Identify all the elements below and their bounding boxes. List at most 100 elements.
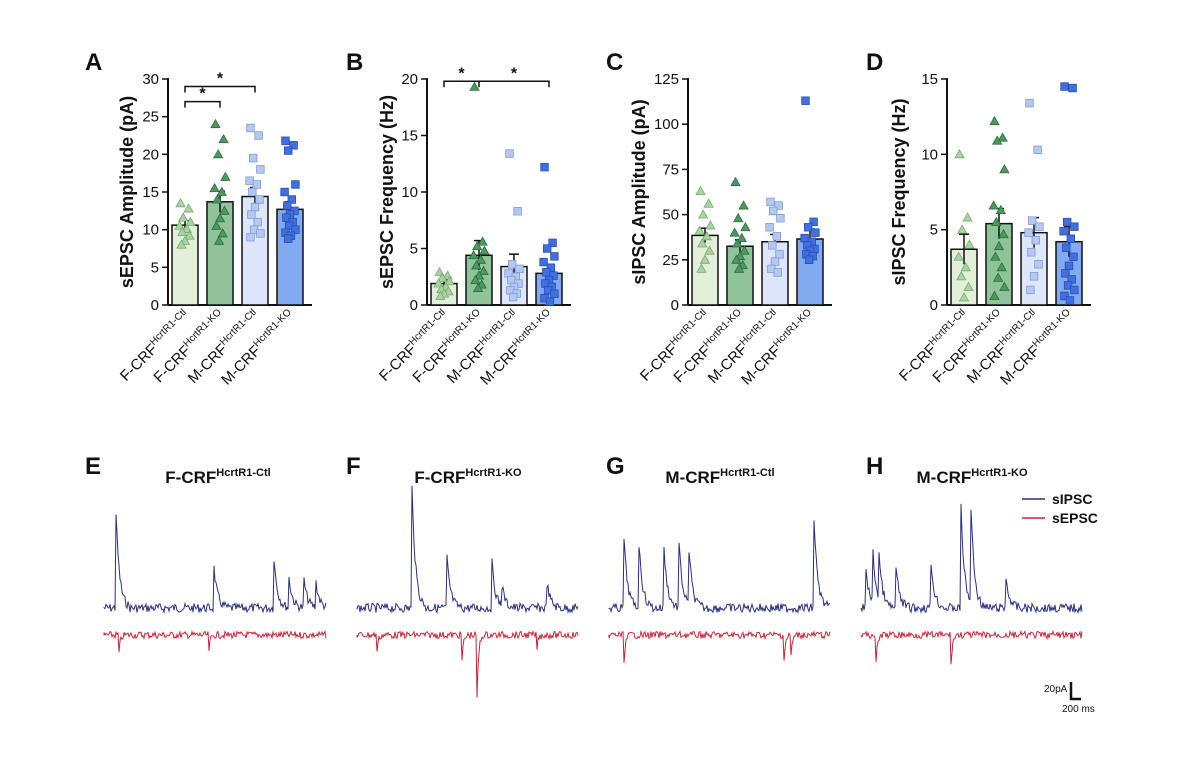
- data-point-square: [776, 214, 785, 223]
- data-point-triangle: [701, 230, 712, 241]
- data-point-triangle: [995, 204, 1006, 214]
- data-point-square: [804, 255, 814, 264]
- data-point-triangle: [738, 200, 749, 210]
- data-point-triangle: [699, 254, 711, 264]
- y-tick-label: 0: [671, 297, 679, 314]
- data-point-triangle: [217, 228, 228, 238]
- data-point-triangle: [998, 228, 1009, 239]
- data-point-square: [282, 213, 291, 222]
- data-point-triangle: [733, 263, 745, 273]
- data-point-square: [280, 187, 289, 197]
- scale-bar-time-label: 200 ms: [1062, 704, 1095, 715]
- y-tick-label: 100: [654, 116, 679, 133]
- data-point-square: [1060, 82, 1069, 91]
- scale-bar-lines: [1069, 682, 1081, 701]
- data-point-triangle: [991, 216, 1002, 227]
- data-point-triangle: [703, 198, 714, 208]
- sepsc-trace: [356, 630, 579, 698]
- data-point-square: [1070, 285, 1079, 295]
- data-point-square: [1069, 252, 1078, 261]
- significance-bracket: [443, 80, 550, 88]
- data-point-square: [256, 165, 265, 174]
- data-point-triangle: [956, 271, 967, 281]
- significance-bracket: [184, 100, 221, 108]
- data-point-square: [283, 234, 293, 243]
- data-point-triangle: [953, 251, 964, 261]
- significance-star: *: [217, 71, 224, 88]
- data-point-triangle: [988, 200, 999, 210]
- data-point-triangle: [437, 272, 448, 282]
- data-point-square: [801, 96, 810, 105]
- data-point-triangle: [740, 221, 751, 232]
- data-point-square: [252, 180, 261, 189]
- panel-letter-a: A: [85, 49, 102, 76]
- data-point-triangle: [435, 290, 446, 300]
- data-point-triangle: [472, 282, 484, 292]
- trace-title-superscript: HcrtR1-KO: [465, 467, 522, 479]
- data-point-square: [256, 229, 265, 238]
- trace-title: M-CRFHcrtR1-KO: [917, 467, 1028, 487]
- trace-panel: M-CRFHcrtR1-Ctl: [608, 467, 831, 663]
- legend: sIPSC sEPSC: [1022, 491, 1098, 526]
- data-point-square: [1065, 296, 1075, 305]
- panel-letter-c: C: [606, 49, 623, 76]
- data-point-square: [1035, 222, 1044, 231]
- data-point-triangle: [729, 227, 740, 237]
- scale-bar-amplitude-label: 20pA: [1044, 684, 1068, 695]
- data-point-triangle: [698, 209, 709, 219]
- y-tick-label: 10: [401, 184, 418, 201]
- trace-panel: F-CRFHcrtR1-Ctl: [103, 467, 327, 653]
- data-point-square: [765, 223, 774, 232]
- y-axis-label: sEPSC Amplitude (pA): [117, 96, 137, 288]
- data-point-triangle: [468, 249, 479, 260]
- legend-sipsc-label: sIPSC: [1052, 491, 1092, 507]
- data-point-triangle: [999, 281, 1010, 291]
- data-point-square: [254, 131, 263, 140]
- data-point-triangle: [176, 239, 187, 249]
- data-point-square: [1026, 285, 1035, 295]
- data-point-square: [1060, 291, 1069, 301]
- data-point-square: [543, 244, 552, 253]
- data-point-triangle: [993, 240, 1005, 251]
- y-tick-label: 50: [662, 207, 679, 224]
- y-tick-label: 75: [662, 161, 679, 178]
- category-label-superscript: HcrtR1-KO: [772, 307, 815, 350]
- data-point-square: [1062, 243, 1071, 252]
- data-point-square: [248, 153, 258, 163]
- data-point-square: [550, 252, 559, 261]
- significance-bracket: [184, 85, 256, 93]
- data-point-square: [766, 197, 775, 207]
- data-point-square: [1031, 236, 1040, 245]
- data-point-square: [253, 217, 262, 227]
- data-point-square: [1034, 260, 1043, 269]
- data-point-square: [287, 195, 296, 204]
- data-point-square: [770, 257, 780, 266]
- panel-letter-h: H: [866, 453, 883, 480]
- data-point-triangle: [183, 203, 194, 213]
- data-point-square: [291, 225, 300, 234]
- y-axis-label: sIPSC Amplitude (pA): [629, 99, 649, 284]
- data-point-square: [289, 141, 298, 150]
- category-label: M-CRFHcrtR1-KO: [476, 307, 558, 389]
- data-point-triangle: [696, 263, 707, 273]
- legend-sepsc-label: sEPSC: [1052, 510, 1098, 526]
- data-point-square: [1068, 83, 1077, 93]
- y-tick-label: 30: [142, 71, 159, 88]
- sipsc-trace: [860, 503, 1083, 615]
- data-point-square: [247, 210, 256, 219]
- data-point-square: [550, 289, 559, 298]
- data-point-square: [246, 123, 255, 133]
- data-point-triangle: [475, 254, 486, 264]
- data-point-square: [1029, 272, 1039, 281]
- data-point-triangle: [694, 225, 705, 235]
- y-tick-label: 5: [930, 222, 938, 239]
- y-tick-label: 15: [401, 128, 418, 145]
- data-point-square: [1063, 281, 1073, 290]
- data-point-triangle: [470, 274, 481, 285]
- data-point-square: [508, 292, 518, 302]
- category-label: M-CRFHcrtR1-KO: [737, 307, 819, 389]
- data-point-square: [1070, 222, 1079, 231]
- data-point-square: [291, 180, 300, 189]
